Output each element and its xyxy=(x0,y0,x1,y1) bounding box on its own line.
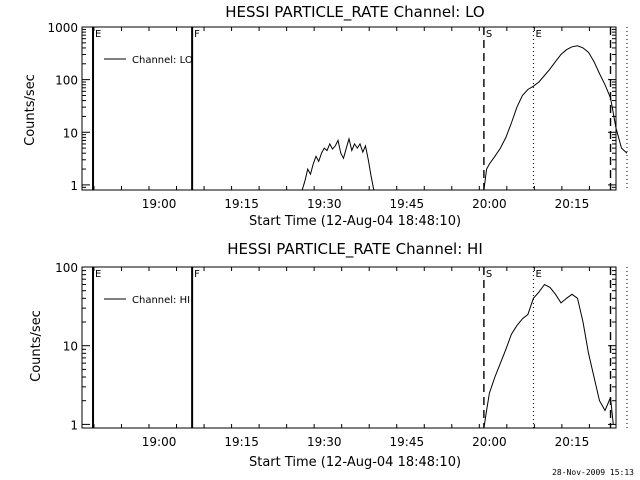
lo-y-axis-label: Counts/sec xyxy=(23,74,38,146)
hi-y-tick-label: 10 xyxy=(63,340,78,354)
lo-panel-title: HESSI PARTICLE_RATE Channel: LO xyxy=(225,3,484,22)
hi-y-axis-label: Counts/sec xyxy=(29,310,44,382)
lo-plot-frame xyxy=(81,26,617,191)
lo-y-tick-label: 1 xyxy=(70,179,78,193)
hi-channel-panel: HESSI PARTICLE_RATE Channel: HI Counts/s… xyxy=(29,240,628,470)
hi-x-tick-label: 19:15 xyxy=(224,435,259,449)
hi-marker-label: F xyxy=(194,269,200,280)
footer-timestamp: 28-Nov-2009 15:13 xyxy=(552,468,634,477)
hi-marker-label: S xyxy=(486,269,492,280)
lo-x-tick-label: 20:15 xyxy=(555,197,590,211)
hi-x-tick-label: 19:30 xyxy=(307,435,342,449)
hi-x-tick-label: 19:00 xyxy=(142,435,177,449)
hi-marker-label: E xyxy=(95,269,101,280)
lo-x-tick-label: 19:00 xyxy=(142,197,177,211)
hi-legend-label: Channel: HI xyxy=(132,295,190,306)
lo-x-axis-label: Start Time (12-Aug-04 18:48:10) xyxy=(249,214,461,229)
lo-series-line xyxy=(483,45,628,191)
hi-x-axis-label: Start Time (12-Aug-04 18:48:10) xyxy=(249,455,461,470)
lo-x-tick-label: 19:30 xyxy=(307,197,342,211)
lo-marker-label: E xyxy=(95,29,101,40)
lo-series-line xyxy=(301,136,375,191)
hi-panel-title: HESSI PARTICLE_RATE Channel: HI xyxy=(227,240,483,259)
lo-y-tick-label: 1000 xyxy=(47,21,78,35)
hi-marker-label: E xyxy=(535,269,541,280)
hi-y-tick-label: 1 xyxy=(70,418,78,432)
hi-y-tick-label: 100 xyxy=(55,261,78,275)
hi-x-tick-label: 20:00 xyxy=(472,435,507,449)
lo-x-tick-label: 19:45 xyxy=(390,197,425,211)
lo-x-tick-label: 19:15 xyxy=(224,197,259,211)
lo-y-tick-label: 100 xyxy=(55,74,78,88)
lo-x-tick-label: 20:00 xyxy=(472,197,507,211)
lo-y-tick-label: 10 xyxy=(63,126,78,140)
lo-marker-label: F xyxy=(194,29,200,40)
lo-legend-label: Channel: LO xyxy=(132,55,193,66)
hi-plot-frame xyxy=(81,266,617,429)
hi-x-tick-label: 19:45 xyxy=(390,435,425,449)
lo-channel-panel: HESSI PARTICLE_RATE Channel: LO Counts/s… xyxy=(23,3,628,229)
hi-series-line xyxy=(483,283,614,429)
lo-marker-label: E xyxy=(535,29,541,40)
hi-x-tick-label: 20:15 xyxy=(555,435,590,449)
lo-marker-label: S xyxy=(486,29,492,40)
